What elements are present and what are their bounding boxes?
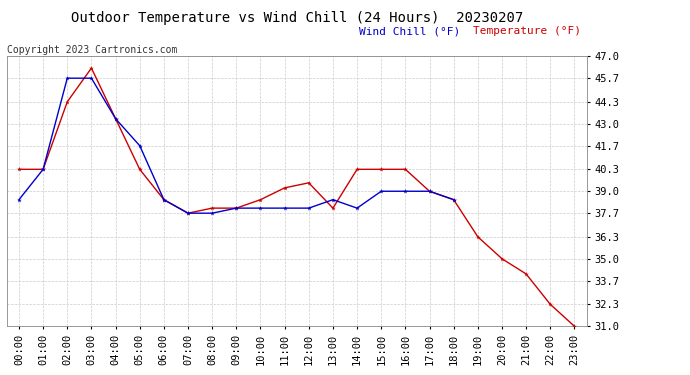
Text: Outdoor Temperature vs Wind Chill (24 Hours)  20230207: Outdoor Temperature vs Wind Chill (24 Ho…: [70, 11, 523, 25]
Text: Copyright 2023 Cartronics.com: Copyright 2023 Cartronics.com: [7, 45, 177, 55]
Text: Temperature (°F): Temperature (°F): [473, 26, 581, 36]
Text: Wind Chill (°F): Wind Chill (°F): [359, 26, 473, 36]
